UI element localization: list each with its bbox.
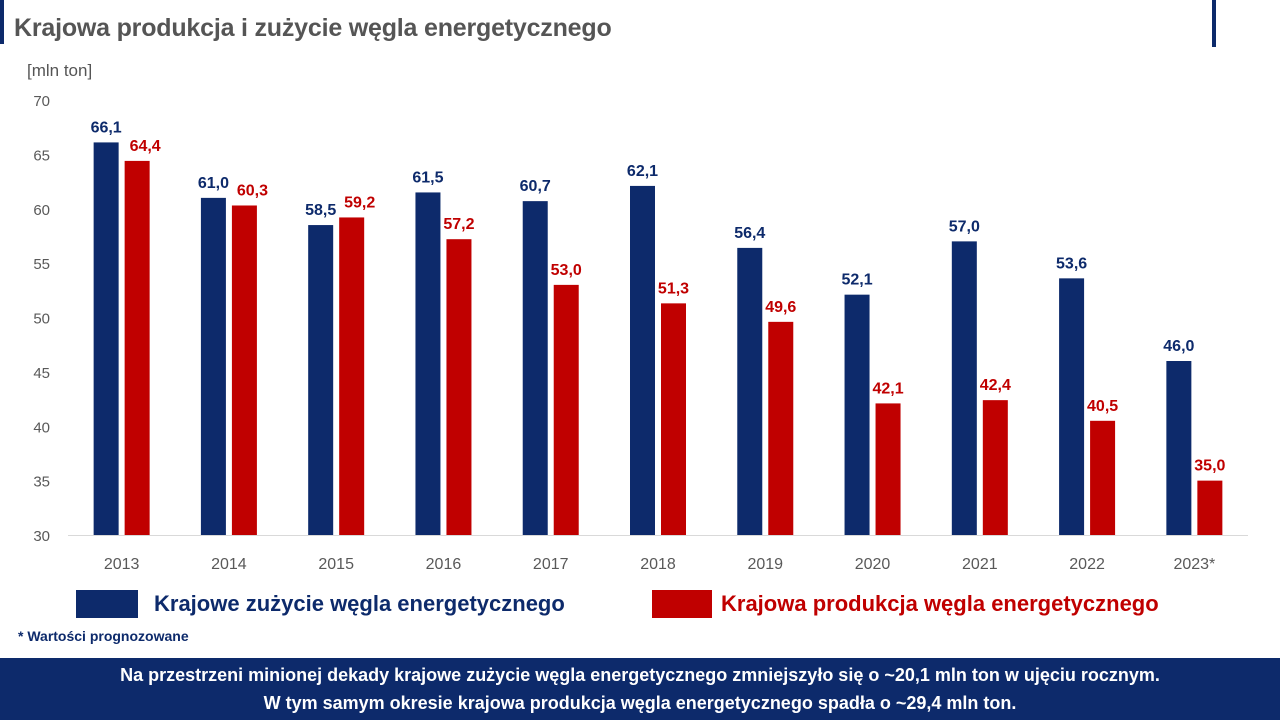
- consumption-value-label: 60,7: [520, 178, 551, 195]
- y-tick-label: 60: [33, 202, 50, 219]
- y-tick-label: 40: [33, 419, 50, 436]
- production-bar: [446, 239, 472, 535]
- production-value-label: 53,0: [551, 262, 582, 279]
- consumption-bar: [522, 201, 548, 535]
- production-bar: [124, 160, 150, 535]
- bar-chart: 30 35 40 45 50 55 60 65 70 66,1 64,4 2013 61,0 60,3 20…: [33, 93, 1248, 573]
- production-value-label: 49,6: [765, 299, 796, 316]
- y-tick-label: 65: [33, 147, 50, 164]
- y-tick-label: 30: [33, 528, 50, 545]
- production-value-label: 60,3: [237, 182, 268, 199]
- forecast-footnote: * Wartości prognozowane: [18, 628, 189, 644]
- consumption-bar: [308, 225, 334, 535]
- legend-production-swatch: [652, 590, 712, 618]
- production-bar: [339, 217, 365, 535]
- production-bar: [231, 205, 257, 536]
- consumption-bar: [1059, 278, 1085, 535]
- consumption-value-label: 57,0: [949, 218, 980, 235]
- legend-consumption: Krajowe zużycie węgla energetycznego: [76, 590, 565, 618]
- consumption-value-label: 62,1: [627, 163, 658, 180]
- production-bar: [768, 321, 794, 535]
- y-tick-label: 45: [33, 365, 50, 382]
- consumption-value-label: 52,1: [841, 272, 872, 289]
- legend-production: Krajowa produkcja węgla energetycznego: [652, 590, 1159, 618]
- consumption-value-label: 56,4: [734, 225, 765, 242]
- production-value-label: 40,5: [1087, 398, 1118, 415]
- production-bar: [1090, 420, 1116, 535]
- x-tick-label: 2022: [1069, 556, 1105, 573]
- x-tick-label: 2013: [104, 556, 140, 573]
- production-value-label: 51,3: [658, 280, 689, 297]
- consumption-bar: [200, 197, 226, 535]
- production-value-label: 64,4: [130, 138, 161, 155]
- x-tick-label: 2016: [426, 556, 462, 573]
- legend-production-label: Krajowa produkcja węgla energetycznego: [721, 591, 1159, 616]
- production-value-label: 42,1: [872, 380, 903, 397]
- production-bar: [1197, 480, 1223, 535]
- consumption-bar: [630, 185, 655, 535]
- consumption-value-label: 66,1: [91, 119, 122, 136]
- x-tick-label: 2018: [640, 556, 676, 573]
- x-tick-label: 2023*: [1173, 556, 1215, 573]
- consumption-value-label: 61,0: [198, 175, 229, 192]
- y-tick-label: 50: [33, 311, 50, 328]
- production-value-label: 57,2: [443, 216, 474, 233]
- production-value-label: 35,0: [1194, 458, 1225, 475]
- consumption-bar: [415, 192, 441, 535]
- consumption-bar: [93, 142, 119, 535]
- x-tick-label: 2014: [211, 556, 247, 573]
- page-title: Krajowa produkcja i zużycie węgla energe…: [14, 14, 612, 42]
- summary-line-2: W tym samym okresie krajowa produkcja wę…: [263, 693, 1017, 713]
- production-bar: [553, 284, 579, 535]
- y-tick-label: 70: [33, 93, 50, 110]
- production-bar: [661, 303, 686, 535]
- x-tick-label: 2021: [962, 556, 998, 573]
- consumption-bar: [737, 247, 763, 535]
- x-tick-label: 2020: [855, 556, 891, 573]
- right-accent-bar: [1212, 0, 1216, 47]
- production-bar: [875, 403, 901, 535]
- y-axis-unit-label: [mln ton]: [27, 61, 93, 80]
- production-value-label: 42,4: [980, 377, 1011, 394]
- consumption-bar: [951, 241, 977, 535]
- legend-consumption-swatch: [76, 590, 138, 618]
- summary-banner: Na przestrzeni minionej dekady krajowe z…: [0, 658, 1280, 720]
- production-value-label: 59,2: [344, 194, 375, 211]
- consumption-value-label: 46,0: [1163, 338, 1194, 355]
- left-accent-bar: [0, 0, 4, 44]
- x-tick-label: 2017: [533, 556, 569, 573]
- consumption-bar: [844, 294, 870, 535]
- y-tick-label: 55: [33, 256, 50, 273]
- summary-line-1: Na przestrzeni minionej dekady krajowe z…: [120, 665, 1160, 685]
- x-tick-label: 2015: [318, 556, 354, 573]
- legend-consumption-label: Krajowe zużycie węgla energetycznego: [154, 591, 565, 616]
- x-tick-label: 2019: [747, 556, 783, 573]
- y-tick-label: 35: [33, 474, 50, 491]
- consumption-value-label: 61,5: [412, 169, 443, 186]
- consumption-value-label: 53,6: [1056, 255, 1087, 272]
- consumption-value-label: 58,5: [305, 202, 336, 219]
- production-bar: [982, 400, 1008, 535]
- consumption-bar: [1166, 361, 1192, 535]
